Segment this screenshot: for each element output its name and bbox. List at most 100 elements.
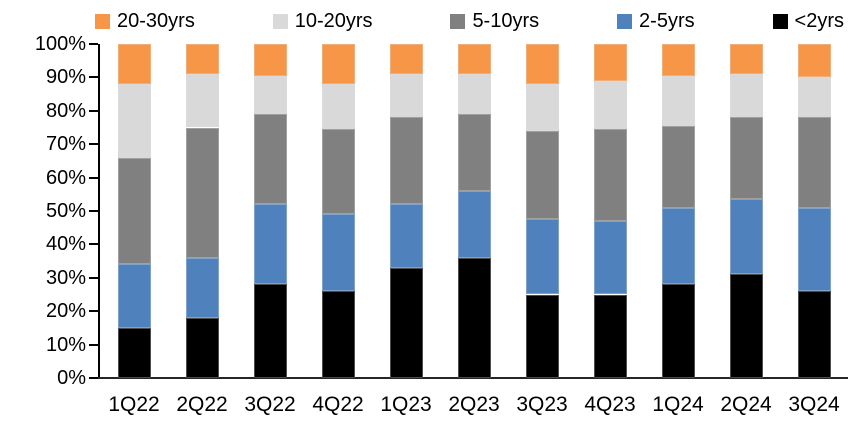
legend-item-20-30yrs: 20-30yrs <box>95 11 195 31</box>
legend-item-lt2yrs: <2yrs <box>772 10 844 32</box>
x-category-label-1q23: 1Q23 <box>380 393 432 416</box>
y-tick-label: 10% <box>45 333 86 356</box>
bar-segment-4q22-5-10yrs <box>321 129 355 215</box>
legend-swatch-icon <box>617 13 633 29</box>
bar-segment-3q23-5-10yrs <box>525 130 559 220</box>
legend-label: 20-30yrs <box>117 10 195 32</box>
y-axis-tick <box>89 343 98 346</box>
x-category-label-1q22: 1Q22 <box>108 393 160 416</box>
y-tick-label: 30% <box>45 266 86 289</box>
bar-segment-4q22-2-5yrs <box>321 214 355 292</box>
bar-segment-2q24-5-10yrs <box>729 117 763 200</box>
bar-segment-2q24-lt2yrs <box>729 274 763 378</box>
y-tick-label: 50% <box>45 200 86 222</box>
x-category-label-2q23: 2Q23 <box>448 393 500 416</box>
bar-segment-1q22-lt2yrs <box>117 327 151 378</box>
bar-segment-2q23-10-20yrs <box>457 74 491 115</box>
legend-swatch-icon <box>272 13 288 29</box>
bar-segment-1q22-2-5yrs <box>117 264 151 328</box>
bar-segment-1q24-5-10yrs <box>661 125 695 208</box>
bar-segment-1q23-10-20yrs <box>389 74 423 118</box>
bar-segment-1q24-lt2yrs <box>661 284 695 378</box>
bar-segment-3q24-2-5yrs <box>797 207 831 292</box>
y-axis-tick <box>89 210 98 212</box>
bar-segment-4q23-10-20yrs <box>593 80 627 130</box>
y-tick-label: 20% <box>45 300 86 323</box>
y-axis-tick <box>89 109 98 112</box>
bar-segment-2q23-20-30yrs <box>457 44 491 75</box>
bar-segment-3q23-20-30yrs <box>525 44 559 85</box>
y-axis-tick <box>89 143 98 146</box>
x-category-label-3q23: 3Q23 <box>516 393 568 416</box>
x-category-label-4q22: 4Q22 <box>312 393 364 416</box>
bar-segment-2q22-20-30yrs <box>185 44 219 75</box>
bar-segment-1q23-2-5yrs <box>389 204 423 268</box>
y-tick-label: 0% <box>57 367 86 389</box>
x-category-label-2q24: 2Q24 <box>720 393 772 416</box>
legend-swatch-icon <box>772 13 788 29</box>
x-axis <box>98 377 848 379</box>
bar-segment-4q23-lt2yrs <box>593 294 627 378</box>
x-category-label-3q24: 3Q24 <box>788 393 840 416</box>
legend-item-5-10yrs: 5-10yrs <box>450 11 539 31</box>
bar-segment-4q22-lt2yrs <box>321 291 355 378</box>
bar-segment-2q23-5-10yrs <box>457 114 491 191</box>
bar-segment-1q22-10-20yrs <box>117 84 151 158</box>
legend-item-10-20yrs: 10-20yrs <box>272 10 373 32</box>
bar-segment-2q22-10-20yrs <box>185 74 219 128</box>
legend-swatch-icon <box>95 13 110 29</box>
x-category-label-3q22: 3Q22 <box>244 393 296 416</box>
bar-segment-4q23-20-30yrs <box>593 44 627 81</box>
y-axis-tick <box>89 243 98 246</box>
bar-segment-3q24-10-20yrs <box>797 77 831 118</box>
legend-label: 5-10yrs <box>472 10 540 32</box>
bar-segment-2q24-2-5yrs <box>729 199 763 275</box>
y-axis-tick <box>89 176 98 179</box>
bar-segment-4q22-20-30yrs <box>321 44 355 85</box>
bar-segment-1q23-lt2yrs <box>389 267 423 378</box>
bar-segment-4q23-5-10yrs <box>593 129 627 221</box>
legend-item-2-5yrs: 2-5yrs <box>617 11 695 31</box>
bar-segment-1q22-5-10yrs <box>117 157 151 265</box>
legend-label: 10-20yrs <box>294 10 373 32</box>
bar-segment-1q24-20-30yrs <box>661 44 695 76</box>
bar-segment-1q23-5-10yrs <box>389 117 423 205</box>
bar-segment-3q22-20-30yrs <box>253 44 287 76</box>
legend-label: 2-5yrs <box>639 10 695 32</box>
x-category-label-2q22: 2Q22 <box>176 393 228 416</box>
bar-segment-4q22-10-20yrs <box>321 84 355 130</box>
bar-segment-1q22-20-30yrs <box>117 44 151 85</box>
y-tick-label: 80% <box>45 99 86 122</box>
bar-segment-4q23-2-5yrs <box>593 221 627 295</box>
bar-segment-3q24-5-10yrs <box>797 117 831 208</box>
bar-segment-3q23-10-20yrs <box>525 84 559 131</box>
bar-segment-3q24-lt2yrs <box>797 291 831 378</box>
legend-swatch-icon <box>450 13 466 29</box>
x-category-label-4q23: 4Q23 <box>584 393 636 416</box>
bar-segment-2q22-lt2yrs <box>185 317 219 378</box>
bar-segment-1q24-2-5yrs <box>661 207 695 285</box>
bar-segment-3q22-2-5yrs <box>253 204 287 285</box>
y-tick-label: 70% <box>45 133 86 156</box>
y-axis-tick <box>89 76 98 79</box>
bar-segment-2q23-lt2yrs <box>457 257 491 378</box>
bar-segment-2q24-20-30yrs <box>729 44 763 75</box>
legend-label: <2yrs <box>794 10 844 32</box>
bar-segment-2q23-2-5yrs <box>457 190 491 258</box>
y-tick-label: 60% <box>45 166 86 189</box>
bar-segment-2q24-10-20yrs <box>729 74 763 118</box>
bar-segment-3q22-5-10yrs <box>253 114 287 205</box>
bar-segment-3q24-20-30yrs <box>797 44 831 78</box>
y-axis-tick <box>89 276 98 279</box>
y-tick-label: 40% <box>45 233 86 256</box>
bar-segment-3q22-10-20yrs <box>253 75 287 115</box>
bar-segment-3q23-2-5yrs <box>525 219 559 295</box>
bar-segment-3q22-lt2yrs <box>253 284 287 378</box>
y-axis <box>98 44 100 378</box>
bar-segment-1q23-20-30yrs <box>389 44 423 75</box>
bar-segment-2q22-5-10yrs <box>185 127 219 258</box>
y-axis-tick <box>89 43 98 45</box>
x-category-label-1q24: 1Q24 <box>652 393 704 416</box>
